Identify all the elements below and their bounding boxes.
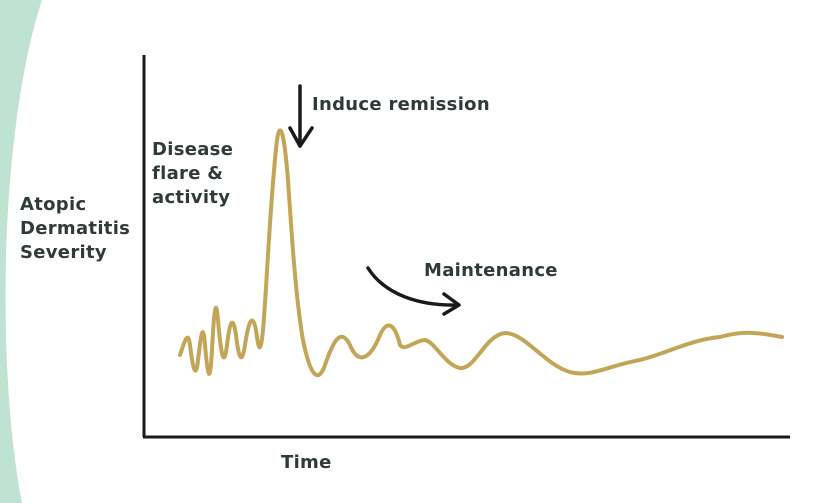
remission-arrow xyxy=(288,84,314,148)
severity-curve xyxy=(178,128,784,378)
maintenance-arrow xyxy=(366,266,461,316)
side-band xyxy=(0,0,42,503)
x-label: Time xyxy=(281,452,332,473)
flare-label-line: activity xyxy=(152,187,230,208)
flare-label-line: Disease xyxy=(152,139,233,160)
flare-label-line: flare & xyxy=(152,163,223,184)
y-label-line: Severity xyxy=(20,242,107,263)
maintenance-label: Maintenance xyxy=(424,260,558,281)
y-label-line: Atopic xyxy=(20,194,86,215)
remission-label: Induce remission xyxy=(312,94,490,115)
y-label-line: Dermatitis xyxy=(20,218,130,239)
